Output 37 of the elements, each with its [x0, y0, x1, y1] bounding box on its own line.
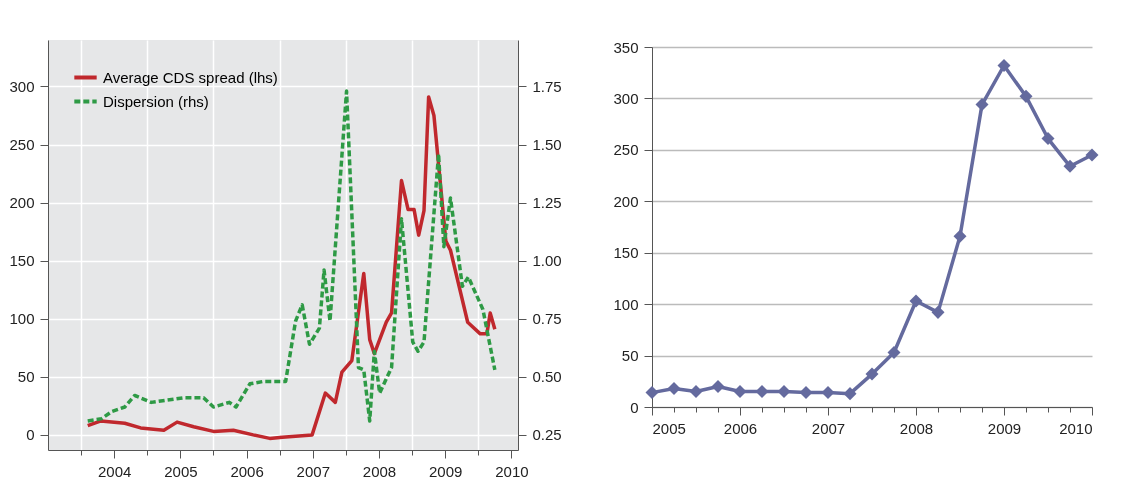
y2-tick-label: 1.75: [532, 77, 562, 95]
y-tick-label: 350: [613, 38, 639, 56]
y2-tick-label: 1.50: [532, 136, 562, 154]
y2-tick-label: 0.25: [532, 426, 562, 444]
x-tick-label: 2004: [98, 462, 132, 480]
y-tick-label: 150: [9, 252, 35, 270]
y-tick-label: 200: [9, 194, 35, 212]
x-tick-label: 2005: [652, 419, 686, 437]
y-tick-label: 0: [630, 398, 639, 416]
y-tick-label: 300: [613, 89, 639, 107]
x-tick-label: 2008: [362, 462, 397, 480]
legend-label: Average CDS spread (lhs): [103, 68, 278, 86]
y-tick-label: 200: [613, 192, 639, 210]
y-tick-label: 100: [613, 295, 639, 313]
y2-tick-label: 1.00: [532, 252, 562, 270]
y2-tick-label: 1.25: [532, 194, 562, 212]
y-tick-label: 50: [17, 368, 35, 386]
y2-tick-label: 0.50: [532, 368, 562, 386]
x-tick-label: 2006: [723, 419, 758, 437]
y2-tick-label: 0.75: [532, 310, 562, 328]
y-tick-label: 250: [613, 141, 639, 159]
x-tick-label: 2009: [987, 419, 1022, 437]
x-tick-label: 2007: [296, 462, 330, 480]
y-tick-label: 300: [9, 77, 35, 95]
x-tick-label: 2008: [899, 419, 934, 437]
y-tick-label: 100: [9, 310, 35, 328]
x-tick-label: 2007: [811, 419, 846, 437]
x-tick-label: 2010: [495, 462, 529, 480]
x-tick-label: 2010: [1059, 419, 1093, 437]
x-tick-label: 2009: [429, 462, 463, 480]
legend-label: Dispersion (rhs): [103, 92, 209, 110]
y-tick-label: 250: [9, 136, 35, 154]
y-tick-label: 150: [613, 244, 639, 262]
x-tick-label: 2006: [230, 462, 264, 480]
y-tick-label: 0: [26, 426, 35, 444]
y-tick-label: 50: [621, 347, 639, 365]
x-tick-label: 2005: [164, 462, 198, 480]
